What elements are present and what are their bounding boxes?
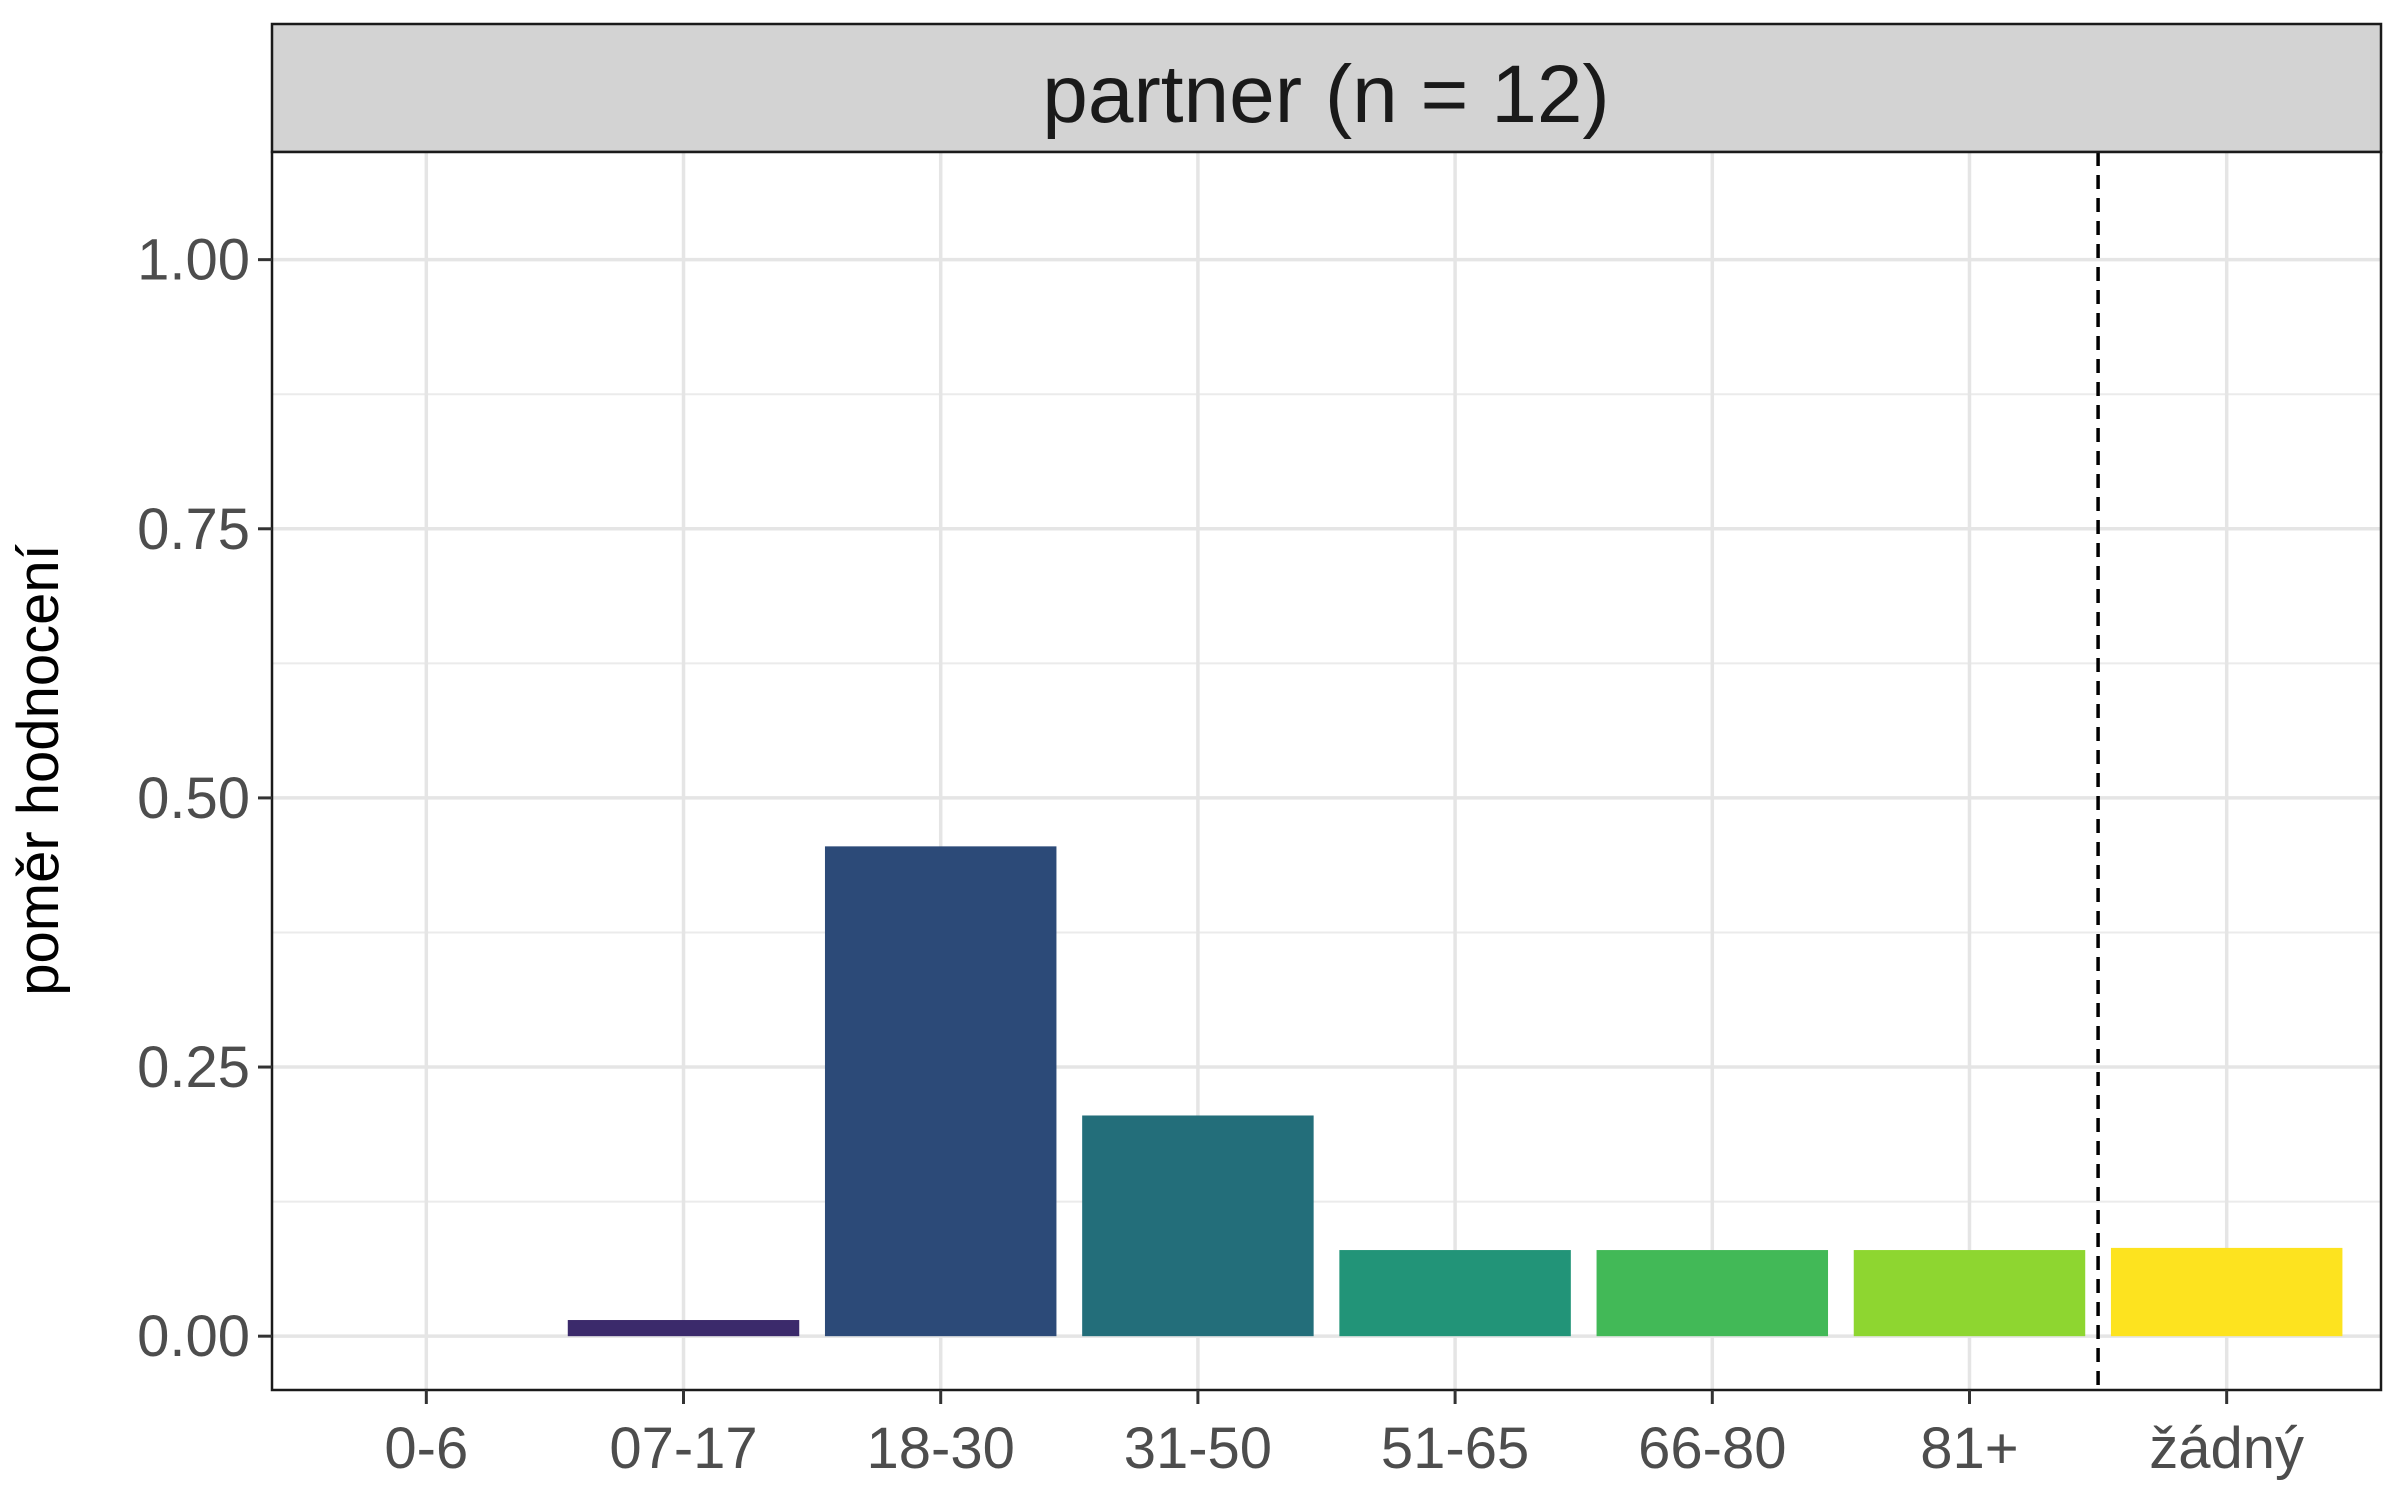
x-tick-label: 0-6: [384, 1416, 468, 1481]
y-axis-title: poměr hodnocení: [6, 544, 71, 995]
bar-81+: [1853, 1250, 2086, 1337]
facet-title: partner (n = 12): [1042, 49, 1609, 140]
bar-51-65: [1339, 1250, 1571, 1337]
bar-žádný: [2110, 1247, 2343, 1337]
x-tick-label: 31-50: [1124, 1416, 1272, 1481]
grid: [272, 152, 2381, 1390]
y-tick-label: 1.00: [137, 228, 250, 293]
bar-07-17: [567, 1320, 800, 1337]
x-tick-label: 51-65: [1381, 1416, 1529, 1481]
y-tick-label: 0.50: [137, 766, 250, 831]
y-tick-label: 0.00: [137, 1304, 250, 1369]
y-tick-label: 0.25: [137, 1035, 250, 1100]
x-tick-label: 18-30: [867, 1416, 1015, 1481]
x-tick-label: žádný: [2149, 1416, 2304, 1481]
plot-panel: [272, 152, 2381, 1390]
bar-66-80: [1596, 1250, 1829, 1337]
bar-18-30: [824, 846, 1057, 1337]
x-tick-label: 07-17: [609, 1416, 757, 1481]
y-axis: 0.00 0.25 0.50 0.75 1.00: [137, 228, 272, 1369]
bar-31-50: [1082, 1115, 1314, 1337]
x-tick-label: 66-80: [1638, 1416, 1786, 1481]
y-tick-label: 0.75: [137, 497, 250, 562]
bars: [567, 846, 2343, 1337]
plot-panel-border: [270, 150, 2383, 1392]
facet-strip: [270, 22, 2383, 154]
x-tick-label: 81+: [1920, 1416, 2018, 1481]
x-axis: 0-6 07-17 18-30 31-50 51-65 66-80 81+ žádný: [384, 1390, 2304, 1481]
